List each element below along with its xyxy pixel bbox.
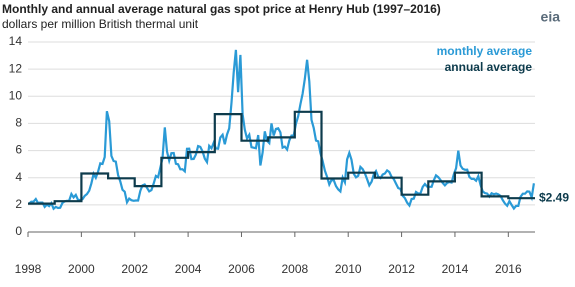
y-tick-label: 12	[9, 61, 23, 75]
x-tick-label: 2008	[281, 262, 308, 276]
x-tick-label: 2002	[121, 262, 148, 276]
y-tick-label: 4	[15, 170, 22, 184]
y-tick-label: 10	[9, 88, 23, 102]
x-tick-label: 2004	[175, 262, 202, 276]
annual-line	[28, 110, 535, 205]
x-tick-label: 2014	[442, 262, 469, 276]
legend-label: monthly average	[437, 44, 533, 58]
x-tick-label: 2016	[495, 262, 522, 276]
chart-title: Monthly and annual average natural gas s…	[2, 2, 441, 16]
x-tick-label: 2000	[68, 262, 95, 276]
x-tick-label: 2012	[388, 262, 415, 276]
logo: eia	[541, 9, 561, 25]
x-tick-label: 2010	[335, 262, 362, 276]
y-tick-label: 14	[9, 34, 23, 48]
chart-subtitle: dollars per million British thermal unit	[2, 17, 199, 31]
x-tick-label: 1998	[15, 262, 42, 276]
legend-label: annual average	[445, 60, 533, 74]
value-label: $2.49	[539, 190, 569, 204]
y-tick-label: 0	[15, 224, 22, 238]
y-tick-label: 8	[15, 116, 22, 130]
y-tick-label: 2	[15, 197, 22, 211]
y-tick-label: 6	[15, 143, 22, 157]
x-tick-label: 2006	[228, 262, 255, 276]
